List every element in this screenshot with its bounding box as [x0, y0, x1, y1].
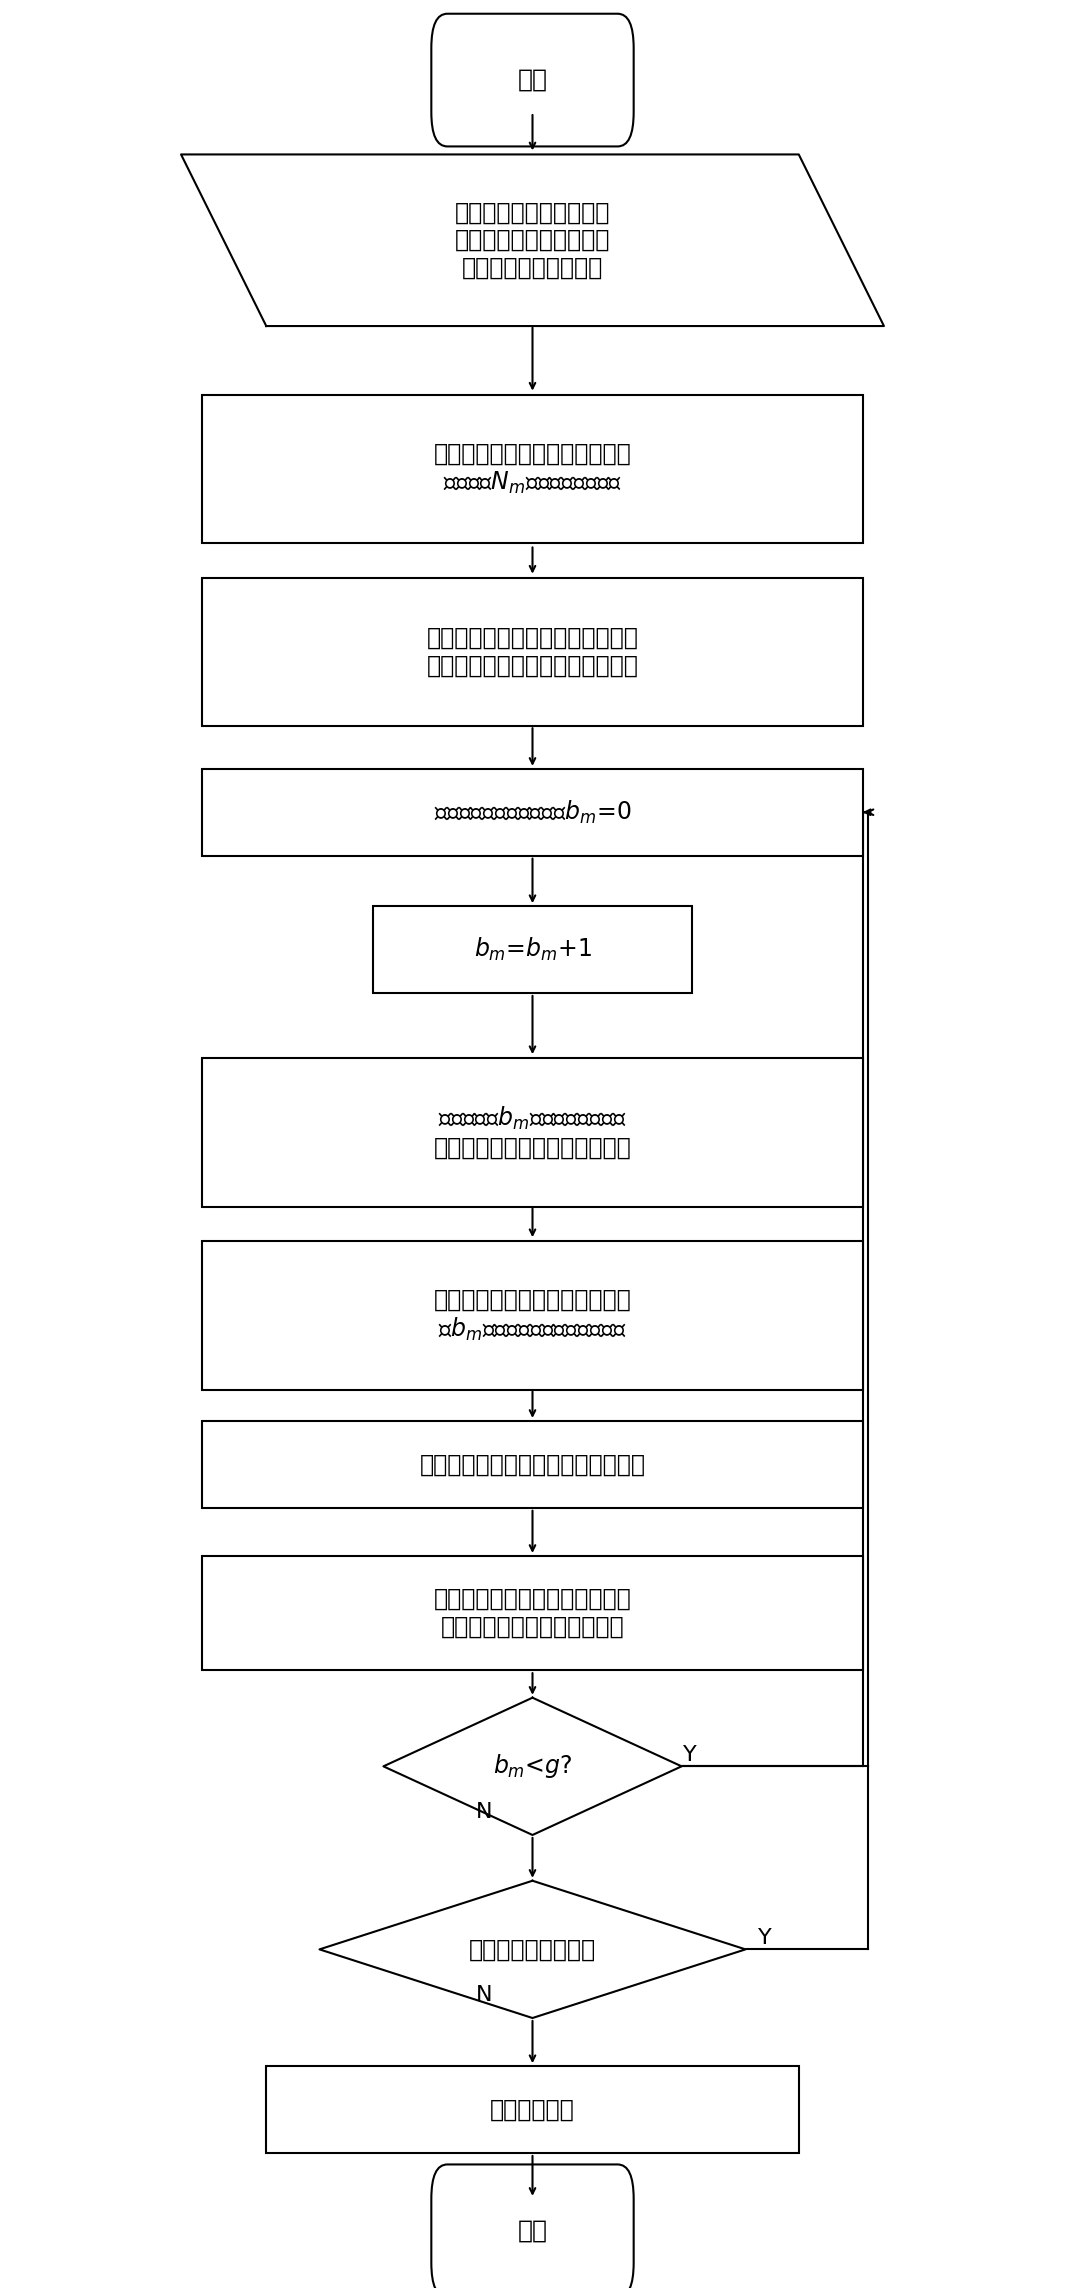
- FancyBboxPatch shape: [431, 14, 634, 146]
- Bar: [202, 577, 863, 728]
- Text: 输出最终方案: 输出最终方案: [490, 2098, 575, 2121]
- Bar: [266, 2066, 799, 2153]
- Bar: [202, 769, 863, 856]
- Text: 开始: 开始: [518, 69, 547, 92]
- Text: $b_m$=$b_m$+1: $b_m$=$b_m$+1: [474, 936, 591, 963]
- Text: 判断最优候选方案与当前方案的
优劣，并进行相应的节点调节: 判断最优候选方案与当前方案的 优劣，并进行相应的节点调节: [433, 1588, 632, 1638]
- Text: 确定各分区的优化顺序，$b_m$=0: 确定各分区的优化顺序，$b_m$=0: [433, 799, 632, 826]
- Bar: [373, 906, 692, 993]
- Polygon shape: [383, 1698, 682, 1835]
- Text: N: N: [476, 1803, 493, 1821]
- Text: 方案是否发生变化？: 方案是否发生变化？: [469, 1938, 596, 1961]
- Text: 将充电站负荷就近接入配电网节点
作为当前方案，计算下层综合目标: 将充电站负荷就近接入配电网节点 作为当前方案，计算下层综合目标: [427, 627, 638, 677]
- Polygon shape: [181, 156, 884, 325]
- Text: $b_m$<$g$?: $b_m$<$g$?: [493, 1753, 572, 1780]
- Text: Y: Y: [684, 1746, 697, 1764]
- Bar: [202, 1240, 863, 1391]
- Text: 输入充电站地址及各分区
电动汽车容量、充电过程
参数、配电网络等数据: 输入充电站地址及各分区 电动汽车容量、充电过程 参数、配电网络等数据: [455, 201, 610, 279]
- Text: N: N: [476, 1986, 493, 2004]
- Bar: [202, 1556, 863, 1670]
- Text: Y: Y: [758, 1929, 771, 1947]
- FancyBboxPatch shape: [431, 2164, 634, 2288]
- Bar: [202, 394, 863, 542]
- Text: 保持其他接入节点不变，将充电
站$b_m$的负荷分别接入各候选节点: 保持其他接入节点不变，将充电 站$b_m$的负荷分别接入各候选节点: [433, 1288, 632, 1343]
- Bar: [202, 1057, 863, 1206]
- Text: 以下层综合目标最小选最优候选方案: 以下层综合目标最小选最优候选方案: [420, 1453, 645, 1476]
- Text: 结束: 结束: [518, 2219, 547, 2242]
- Text: 计算充电站$b_m$到各节点的距离，
将满足约束的节点作为候选节点: 计算充电站$b_m$到各节点的距离， 将满足约束的节点作为候选节点: [433, 1105, 632, 1160]
- Bar: [202, 1421, 863, 1508]
- Text: 通过蒙特卡罗抽样计算各个充电
站分区的$N_m$次日充电负荷数据: 通过蒙特卡罗抽样计算各个充电 站分区的$N_m$次日充电负荷数据: [433, 442, 632, 496]
- Polygon shape: [320, 1881, 746, 2018]
